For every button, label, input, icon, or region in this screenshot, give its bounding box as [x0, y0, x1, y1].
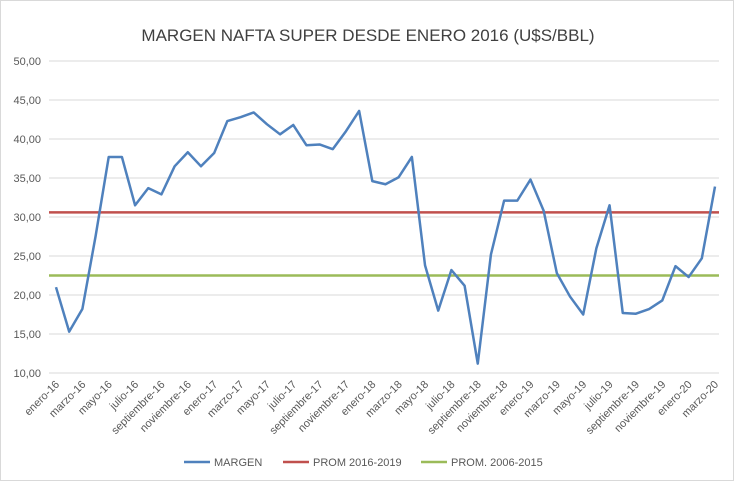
legend-label: MARGEN	[214, 457, 262, 469]
y-tick-label: 10,00	[13, 368, 41, 380]
y-tick-label: 30,00	[13, 212, 41, 224]
y-tick-label: 25,00	[13, 251, 41, 263]
legend-label: PROM 2016-2019	[313, 457, 402, 469]
y-tick-label: 35,00	[13, 173, 41, 185]
chart-title: MARGEN NAFTA SUPER DESDE ENERO 2016 (U$S…	[141, 26, 594, 45]
y-tick-label: 20,00	[13, 290, 41, 302]
legend-label: PROM. 2006-2015	[451, 457, 543, 469]
y-tick-label: 50,00	[13, 56, 41, 68]
y-tick-label: 45,00	[13, 95, 41, 107]
margen-series-line	[56, 111, 715, 364]
y-tick-label: 15,00	[13, 329, 41, 341]
y-tick-label: 40,00	[13, 134, 41, 146]
